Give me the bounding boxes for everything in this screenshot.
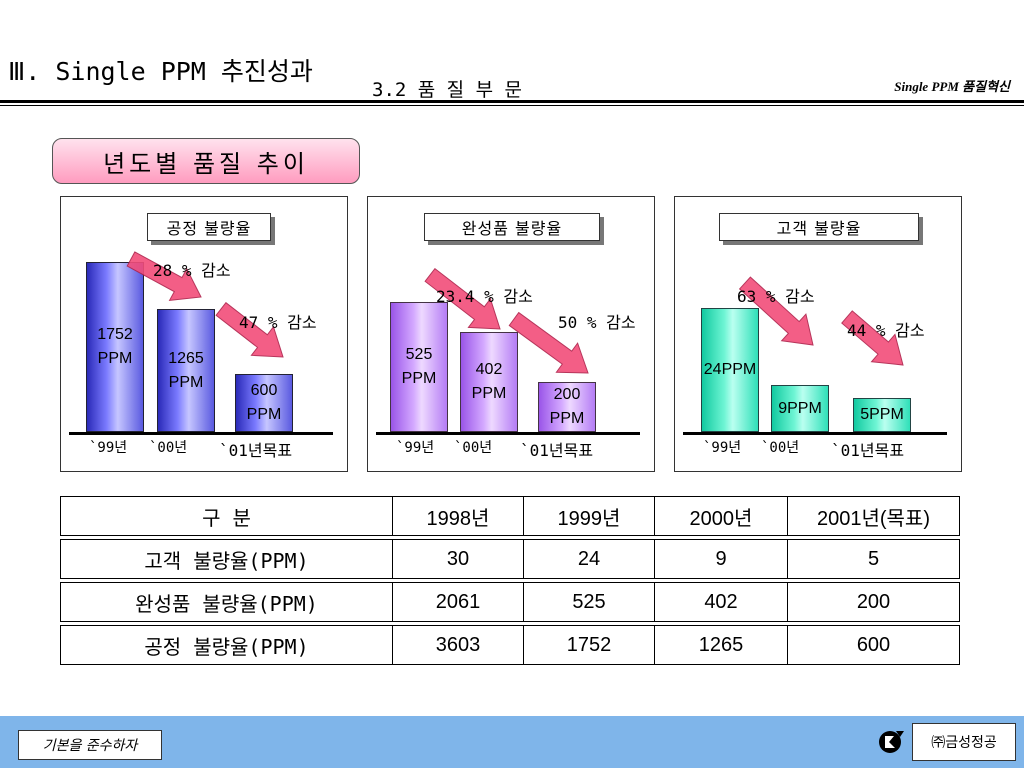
bar-value-label: 1265: [168, 349, 204, 367]
chart-bar: 402 PPM: [460, 332, 518, 432]
chart-title: 완성품 불량율: [424, 213, 600, 241]
chart-title: 고객 불량율: [719, 213, 919, 241]
chart-bar: 5PPM: [853, 398, 911, 432]
reduction-annotation: 23.4 % 감소: [436, 287, 533, 306]
table-cell: 완성품 불량율(PPM): [60, 582, 392, 622]
reduction-annotation: 28 % 감소: [153, 261, 231, 280]
table-cell: 공정 불량율(PPM): [60, 625, 392, 665]
x-tick-label: `00년: [454, 440, 493, 456]
x-axis: [376, 432, 640, 435]
company-logo-icon: [879, 731, 904, 753]
table-cell: 30: [392, 539, 523, 579]
reduction-annotation: 50 % 감소: [558, 313, 636, 332]
table-cell: 200: [787, 582, 960, 622]
bar-value-label: 600: [250, 382, 278, 399]
table-cell: 9: [654, 539, 787, 579]
table-cell: 24: [523, 539, 654, 579]
chart-panel: 고객 불량율 24PPM `99년 9PPM `00년 5PPM `01년목표 63 % 감소…: [674, 196, 962, 472]
chart-bar: 1752 PPM: [86, 262, 144, 432]
chart-title: 공정 불량율: [147, 213, 271, 241]
x-tick-label: `99년: [396, 440, 435, 456]
company-name: ㈜금성정공: [912, 723, 1016, 761]
page-title: Ⅲ. Single PPM 추진성과: [8, 57, 313, 86]
down-right-arrow-icon: [841, 310, 904, 366]
bar-value-label: 1752: [97, 326, 133, 343]
table-header-cell: 구 분: [60, 496, 392, 536]
x-tick-label: `00년: [149, 440, 188, 456]
reduction-annotation: 47 % 감소: [239, 313, 317, 332]
section-label: 년도별 품질 추이: [52, 138, 360, 184]
chart-bar: 525 PPM: [390, 302, 448, 432]
header-divider-thin: [0, 105, 1024, 106]
table-row: 완성품 불량율(PPM) 2061 525 402 200: [60, 582, 960, 622]
bar-value-label: 402: [475, 361, 503, 378]
bar-value-label: 5PPM: [860, 406, 904, 423]
reduction-annotation: 63 % 감소: [737, 287, 815, 306]
table-header-cell: 1999년: [523, 496, 654, 536]
chart-bar: 200 PPM: [538, 382, 596, 432]
table-cell: 2061: [392, 582, 523, 622]
brand-label: Single PPM 품질혁신: [894, 79, 1010, 94]
reduction-annotation: 44 % 감소: [847, 321, 925, 340]
header-divider: [0, 100, 1024, 103]
x-axis: [683, 432, 947, 435]
bar-value-label: 9PPM: [778, 399, 822, 417]
x-tick-label: `01년목표: [520, 441, 594, 460]
x-tick-label: `99년: [703, 440, 742, 456]
chart-bar: 24PPM: [701, 308, 759, 432]
table-cell: 402: [654, 582, 787, 622]
table-cell: 5: [787, 539, 960, 579]
table-cell: 600: [787, 625, 960, 665]
table-header-cell: 1998년: [392, 496, 523, 536]
page-subtitle: 3.2 품 질 부 문: [372, 79, 522, 101]
chart-bar: 1265 PPM: [157, 309, 215, 432]
table-cell: 1752: [523, 625, 654, 665]
x-tick-label: `01년목표: [831, 441, 905, 460]
x-tick-label: `99년: [89, 440, 128, 456]
bar-value-label: 200: [553, 386, 581, 403]
x-axis: [69, 432, 333, 435]
bar-value-label: PPM: [549, 410, 585, 427]
bar-value-label: PPM: [401, 370, 437, 387]
table-header-cell: 2000년: [654, 496, 787, 536]
bar-value-label: PPM: [168, 373, 204, 391]
table-row: 공정 불량율(PPM) 3603 1752 1265 600: [60, 625, 960, 665]
bar-value-label: PPM: [97, 350, 133, 367]
table-cell: 1265: [654, 625, 787, 665]
table-header-cell: 2001년(목표): [787, 496, 960, 536]
table-header-row: 구 분 1998년 1999년 2000년 2001년(목표): [60, 496, 960, 536]
chart-panel: 공정 불량율 1752 PPM `99년 1265 PPM `00년 600 PPM `01년목표…: [60, 196, 348, 472]
bar-value-label: PPM: [471, 385, 507, 402]
table-cell: 고객 불량율(PPM): [60, 539, 392, 579]
x-tick-label: `01년목표: [219, 441, 293, 460]
table-cell: 525: [523, 582, 654, 622]
bar-value-label: 525: [405, 346, 433, 363]
table-row: 고객 불량율(PPM) 30 24 9 5: [60, 539, 960, 579]
x-tick-label: `00년: [761, 440, 800, 456]
table-cell: 3603: [392, 625, 523, 665]
chart-panel: 완성품 불량율 525 PPM `99년 402 PPM `00년 200 PPM `01년목표 2…: [367, 196, 655, 472]
chart-bar: 600 PPM: [235, 374, 293, 432]
chart-bar: 9PPM: [771, 385, 829, 432]
down-right-arrow-icon: [215, 301, 284, 358]
footer-bar: [0, 716, 1024, 768]
footer-motto: 기본을 준수하자: [18, 730, 162, 760]
bar-value-label: PPM: [246, 406, 282, 423]
bar-value-label: 24PPM: [703, 361, 757, 378]
